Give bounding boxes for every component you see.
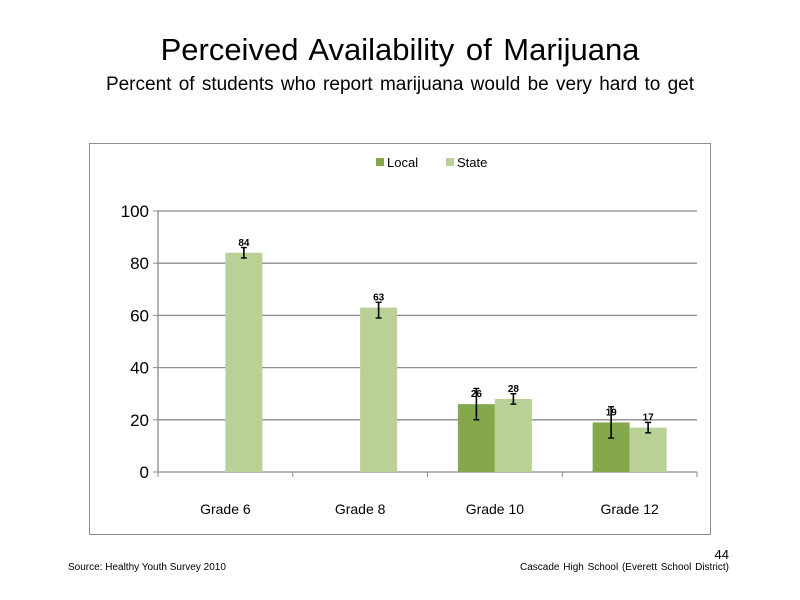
bar-state [360,307,398,472]
legend-swatch-local [376,158,384,166]
bar-state [225,252,263,472]
legend-swatch-state [446,158,454,166]
x-tick-label: Grade 6 [200,501,251,517]
slide-subtitle: Percent of students who report marijuana… [105,74,695,95]
page-number: 44 [714,547,729,562]
y-tick-label: 20 [130,411,149,430]
y-tick-label: 60 [130,306,149,325]
y-tick-label: 40 [130,359,149,378]
bar-state [629,427,667,472]
data-label: 19 [606,407,618,418]
data-label: 26 [471,389,483,400]
y-tick-label: 80 [130,254,149,273]
bar-chart: 0 20 40 60 80 100 Grade 6 84 Grade 8 63 Grade 10 26… [121,155,698,517]
data-label: 17 [643,413,655,424]
chart-frame: 0 20 40 60 80 100 Grade 6 84 Grade 8 63 Grade 10 26… [89,143,711,535]
slide-title: Perceived Availability of Marijuana [160,32,640,67]
x-tick-label: Grade 10 [466,501,525,517]
data-label: 84 [238,238,250,249]
x-tick-label: Grade 8 [335,501,386,517]
bar-state [494,398,532,472]
data-label: 63 [373,293,385,304]
data-label: 28 [508,384,520,395]
school-name: Cascade High School (Everett School Dist… [520,562,729,573]
x-tick-label: Grade 12 [600,501,659,517]
y-tick-label: 0 [140,463,149,482]
legend-label-local: Local [387,155,418,170]
y-tick-label: 100 [121,202,149,221]
source-note: Source: Healthy Youth Survey 2010 [68,562,226,573]
legend-label-state: State [457,155,487,170]
